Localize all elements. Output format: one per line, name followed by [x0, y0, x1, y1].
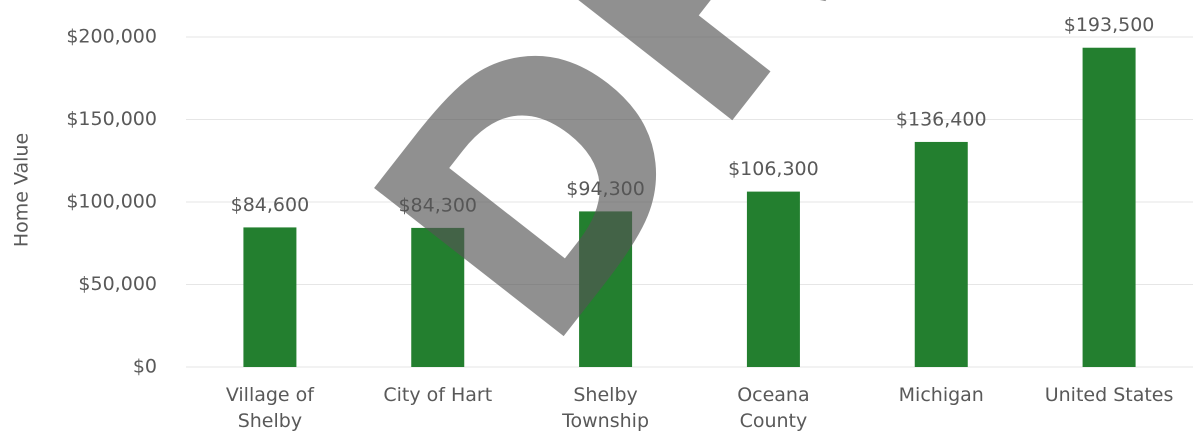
x-tick-label-box: Shelby Township — [562, 384, 650, 432]
y-tick-label: $200,000 — [66, 26, 157, 48]
x-tick-label-box: Village of Shelby — [225, 384, 314, 432]
bar — [411, 227, 465, 367]
x-tick-label: Oceana County — [737, 384, 810, 432]
y-tick-label: $50,000 — [78, 273, 157, 295]
x-tick-label: United States — [1044, 384, 1174, 406]
data-label: $106,300 — [728, 158, 819, 180]
x-tick-label: Shelby Township — [562, 384, 650, 432]
bar — [746, 191, 800, 367]
bar — [914, 141, 968, 367]
y-tick-label: $100,000 — [66, 191, 157, 213]
data-label: $84,300 — [398, 194, 477, 216]
x-tick-label: Village of Shelby — [225, 384, 314, 432]
bar — [1082, 47, 1136, 367]
x-tick-label-box: City of Hart — [383, 384, 493, 406]
x-tick-label-box: United States — [1044, 384, 1174, 406]
bar — [243, 227, 297, 367]
x-tick-label-box: Michigan — [898, 384, 984, 406]
y-tick-label: $0 — [133, 356, 157, 378]
x-tick-label: Michigan — [898, 384, 984, 406]
y-axis-label: Home Value — [11, 133, 33, 247]
bar — [579, 211, 633, 367]
x-tick-label-box: Oceana County — [737, 384, 810, 432]
data-label: $94,300 — [566, 178, 645, 200]
data-label: $136,400 — [896, 108, 987, 130]
x-tick-label: City of Hart — [383, 384, 493, 406]
data-label: $193,500 — [1064, 14, 1155, 36]
y-tick-label: $150,000 — [66, 108, 157, 130]
data-label: $84,600 — [231, 194, 310, 216]
